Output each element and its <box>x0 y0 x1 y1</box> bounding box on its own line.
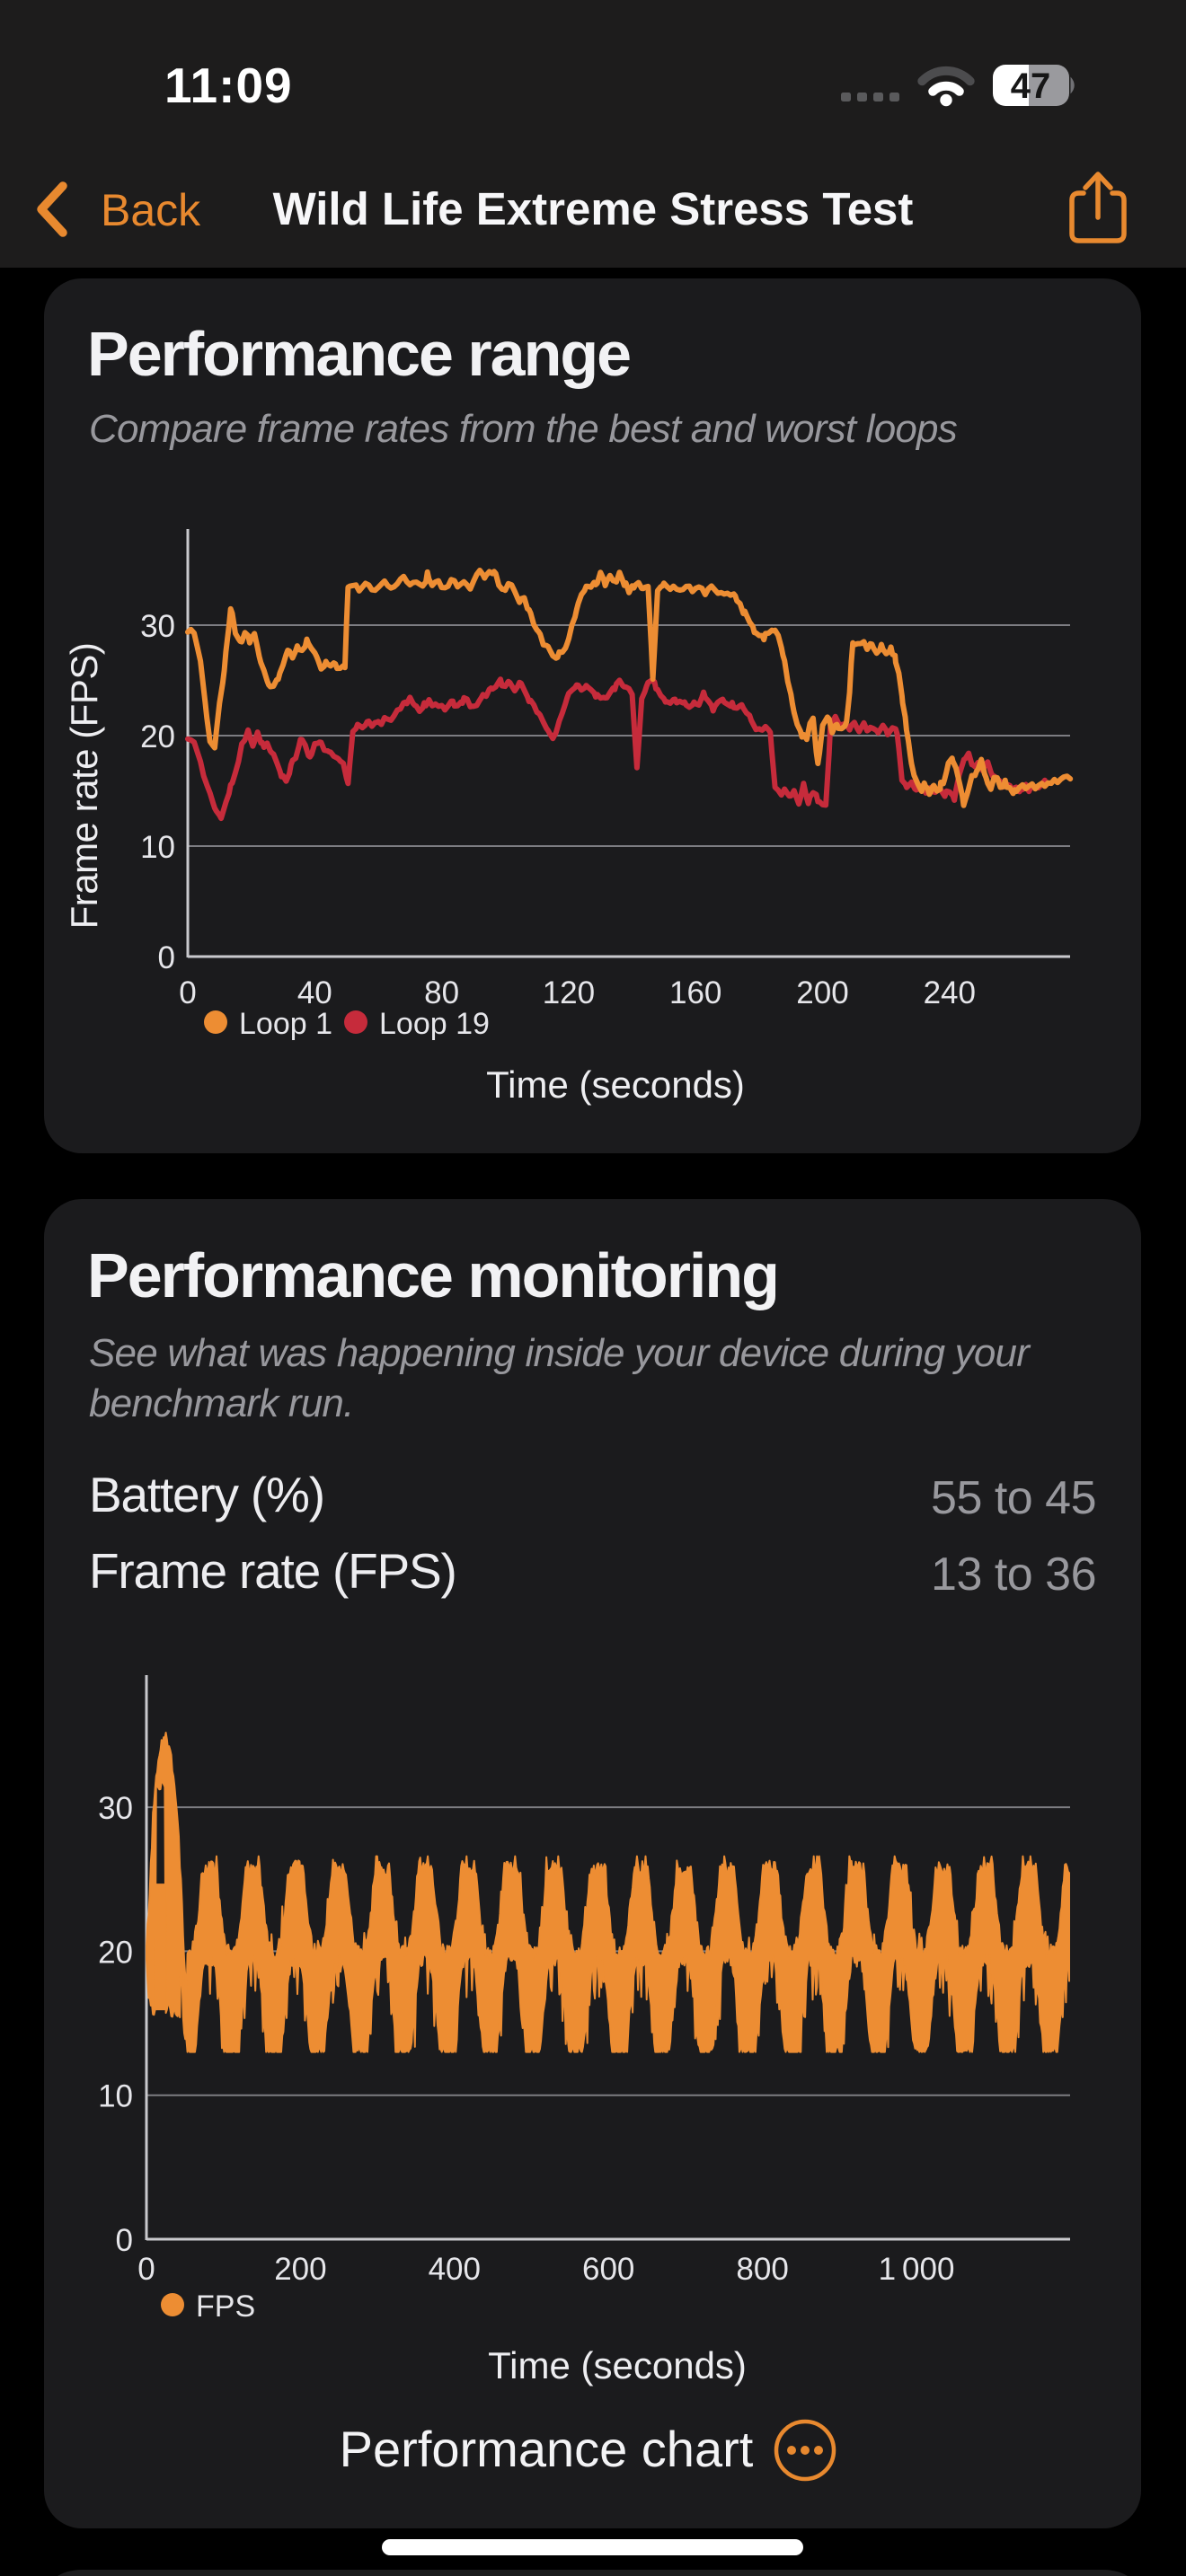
svg-text:400: 400 <box>429 2252 481 2287</box>
svg-text:Loop 19: Loop 19 <box>379 1007 490 1041</box>
svg-text:20: 20 <box>140 719 175 754</box>
svg-text:600: 600 <box>582 2252 634 2287</box>
svg-text:240: 240 <box>924 975 976 1010</box>
svg-text:1 000: 1 000 <box>879 2252 955 2287</box>
svg-text:20: 20 <box>98 1935 133 1970</box>
svg-text:0: 0 <box>116 2223 133 2258</box>
svg-text:120: 120 <box>543 975 595 1010</box>
svg-text:200: 200 <box>274 2252 326 2287</box>
svg-text:80: 80 <box>424 975 459 1010</box>
svg-text:40: 40 <box>297 975 332 1010</box>
svg-text:0: 0 <box>137 2252 155 2287</box>
svg-text:Time (seconds): Time (seconds) <box>488 2344 747 2386</box>
svg-text:200: 200 <box>796 975 848 1010</box>
svg-text:10: 10 <box>98 2079 133 2114</box>
svg-text:160: 160 <box>669 975 721 1010</box>
svg-text:800: 800 <box>736 2252 788 2287</box>
svg-text:10: 10 <box>140 830 175 865</box>
svg-text:Frame rate (FPS): Frame rate (FPS) <box>63 643 105 930</box>
svg-text:30: 30 <box>140 609 175 644</box>
svg-text:FPS: FPS <box>196 2289 255 2324</box>
svg-text:47: 47 <box>1011 66 1051 106</box>
svg-text:Loop 1: Loop 1 <box>239 1007 332 1041</box>
svg-text:0: 0 <box>158 940 175 975</box>
svg-text:30: 30 <box>98 1791 133 1826</box>
svg-text:Performance chart: Performance chart <box>340 2421 754 2477</box>
svg-text:Time (seconds): Time (seconds) <box>486 1063 745 1106</box>
svg-text:0: 0 <box>179 975 196 1010</box>
